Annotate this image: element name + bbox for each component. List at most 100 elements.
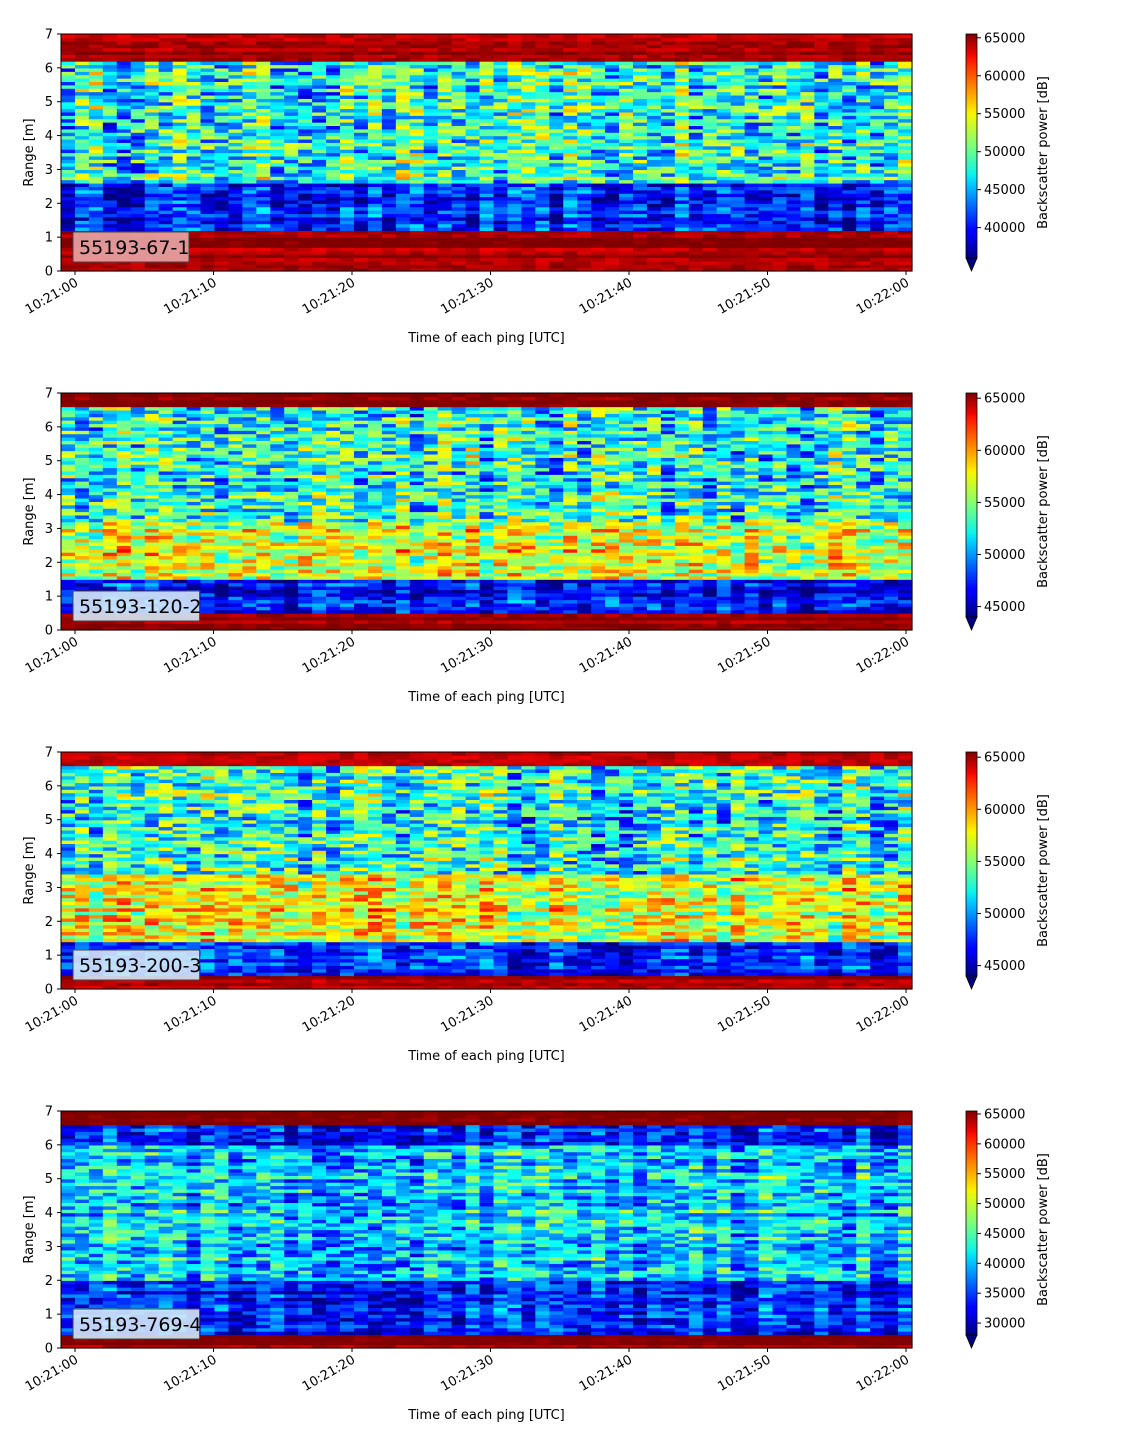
heatmap-cell: [200, 223, 216, 228]
heatmap-cell: [563, 233, 578, 238]
heatmap-cell: [842, 152, 857, 157]
heatmap-cell: [130, 223, 146, 228]
x-tick-label: 10:21:10: [161, 275, 219, 317]
heatmap-cell: [898, 169, 913, 174]
heatmap-cell: [884, 189, 899, 194]
heatmap-cell: [381, 216, 397, 221]
heatmap-cell: [772, 243, 788, 248]
heatmap-cell: [465, 166, 481, 171]
heatmap-cell: [326, 203, 341, 208]
heatmap-cell: [549, 189, 564, 194]
heatmap-cell: [242, 196, 257, 201]
heatmap-cell: [856, 230, 871, 235]
heatmap-cell: [842, 216, 857, 221]
heatmap-cell: [186, 159, 202, 164]
heatmap-cell: [242, 149, 257, 154]
heatmap-cell: [130, 220, 146, 225]
heatmap-cell: [660, 254, 676, 259]
heatmap-cell: [828, 189, 843, 194]
heatmap-cell: [702, 250, 718, 255]
heatmap-cell: [465, 199, 481, 204]
heatmap-cell: [270, 254, 285, 259]
heatmap-cell: [437, 264, 453, 269]
heatmap-cell: [451, 155, 467, 160]
heatmap-cell: [521, 267, 536, 272]
heatmap-cell: [395, 34, 411, 38]
heatmap-cell: [144, 182, 160, 187]
heatmap-cell: [228, 223, 243, 228]
heatmap-cell: [814, 254, 829, 259]
heatmap-cell: [326, 216, 341, 221]
heatmap-cell: [74, 260, 90, 265]
heatmap-cell: [856, 169, 871, 174]
heatmap-cell: [340, 172, 355, 177]
heatmap-cell: [521, 260, 536, 265]
heatmap-cell: [130, 176, 146, 181]
heatmap-cell: [158, 155, 174, 160]
heatmap-cell: [172, 199, 188, 204]
heatmap-cell: [646, 176, 662, 181]
heatmap-cell: [256, 247, 271, 252]
heatmap-cell: [605, 206, 620, 211]
heatmap-cell: [214, 226, 230, 231]
heatmap-cell: [828, 193, 843, 198]
heatmap-cell: [451, 149, 467, 154]
heatmap-cell: [270, 226, 285, 231]
heatmap-cell: [367, 267, 383, 272]
heatmap-cell: [61, 247, 76, 252]
heatmap-cell: [591, 226, 606, 231]
heatmap-cell: [284, 257, 299, 262]
heatmap-cell: [660, 226, 676, 231]
heatmap-cell: [786, 233, 801, 238]
heatmap-cell: [61, 145, 76, 150]
heatmap-cell: [605, 243, 620, 248]
heatmap-cell: [326, 233, 341, 238]
heatmap-cell: [228, 162, 243, 167]
heatmap-cell: [800, 230, 815, 235]
heatmap-cell: [479, 169, 495, 174]
heatmap-cell: [88, 169, 104, 174]
heatmap-cell: [800, 203, 815, 208]
heatmap-cell: [716, 159, 732, 164]
heatmap-cell: [88, 203, 104, 208]
heatmap-cell: [828, 220, 843, 225]
heatmap-cell: [507, 166, 522, 171]
heatmap-cell: [549, 162, 564, 167]
heatmap-cell: [437, 254, 453, 259]
heatmap-cell: [284, 260, 299, 265]
heatmap-cell: [465, 186, 481, 191]
heatmap-cell: [409, 226, 425, 231]
heatmap-cell: [646, 247, 662, 252]
heatmap-cell: [884, 159, 899, 164]
heatmap-cell: [646, 206, 662, 211]
heatmap-cell: [479, 264, 495, 269]
heatmap-cell: [61, 243, 76, 248]
heatmap-cell: [646, 220, 662, 225]
heatmap-cell: [716, 223, 732, 228]
heatmap-cell: [842, 220, 857, 225]
heatmap-cell: [102, 223, 118, 228]
heatmap-cell: [688, 189, 704, 194]
heatmap-cell: [842, 247, 857, 252]
heatmap-cell: [646, 159, 662, 164]
heatmap-cell: [828, 172, 843, 177]
heatmap-cell: [186, 199, 202, 204]
heatmap-cell: [242, 152, 257, 157]
heatmap-cell: [200, 172, 216, 177]
heatmap-cell: [619, 196, 634, 201]
heatmap-cell: [619, 182, 634, 187]
heatmap-cell: [884, 199, 899, 204]
heatmap-cell: [842, 233, 857, 238]
heatmap-cell: [563, 169, 578, 174]
heatmap-cell: [228, 166, 243, 171]
heatmap-cell: [884, 223, 899, 228]
heatmap-cell: [200, 149, 216, 154]
heatmap-cell: [242, 247, 257, 252]
heatmap-cell: [507, 226, 522, 231]
heatmap-cell: [423, 196, 439, 201]
heatmap-cell: [549, 210, 564, 215]
heatmap-cell: [660, 210, 676, 215]
heatmap-cell: [856, 267, 871, 272]
heatmap-cell: [716, 216, 732, 221]
heatmap-cell: [619, 230, 634, 235]
